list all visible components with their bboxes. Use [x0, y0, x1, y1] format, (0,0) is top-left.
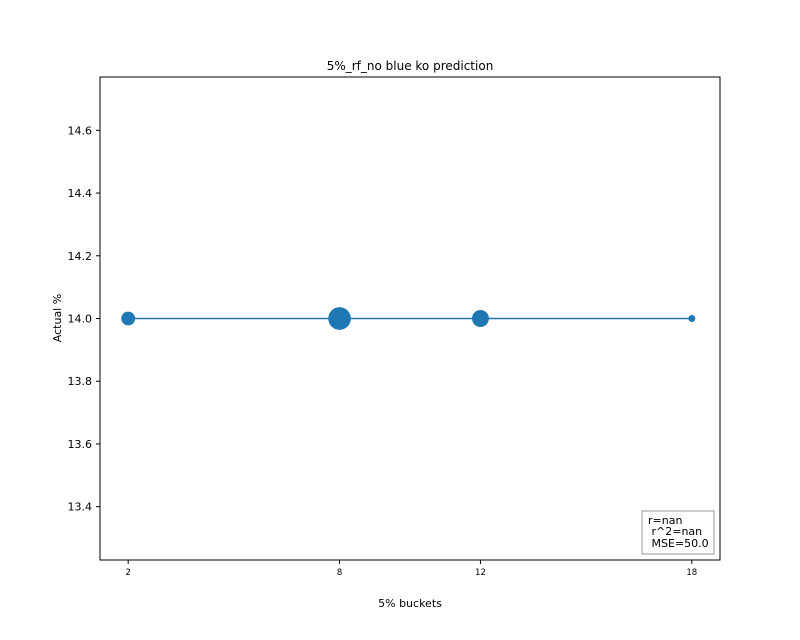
data-point	[688, 315, 696, 322]
x-tick-label: 2	[125, 568, 130, 578]
y-tick-label: 14.0	[68, 313, 93, 326]
y-axis-label: Actual %	[51, 294, 64, 342]
y-tick-label: 14.6	[68, 124, 93, 137]
stats-box-frame	[641, 510, 715, 555]
y-tick-label: 13.4	[68, 501, 93, 514]
data-series	[121, 307, 696, 330]
y-tick-label: 14.4	[68, 187, 93, 200]
chart-title: 5%_rf_no blue ko prediction	[327, 59, 494, 73]
data-point	[471, 310, 489, 327]
data-point	[121, 311, 136, 326]
stats-line-r: r=nan	[648, 514, 682, 527]
stats-line-mse: MSE=50.0	[648, 537, 709, 550]
x-axis-label: 5% buckets	[378, 597, 442, 610]
stats-legend-box: r=nan r^2=nan MSE=50.0	[641, 510, 715, 555]
data-point	[328, 307, 351, 330]
y-tick-label: 13.8	[68, 375, 93, 388]
y-tick-label: 13.6	[68, 438, 93, 451]
x-tick-label: 12	[475, 568, 486, 578]
stats-line-r2: r^2=nan	[648, 525, 702, 538]
x-tick-label: 8	[337, 568, 342, 578]
x-axis: 2 8 12 18	[125, 560, 697, 578]
y-tick-label: 14.2	[68, 250, 93, 263]
x-tick-label: 18	[686, 568, 697, 578]
y-axis: 13.4 13.6 13.8 14.0 14.2 14.4 14.6	[68, 124, 100, 514]
